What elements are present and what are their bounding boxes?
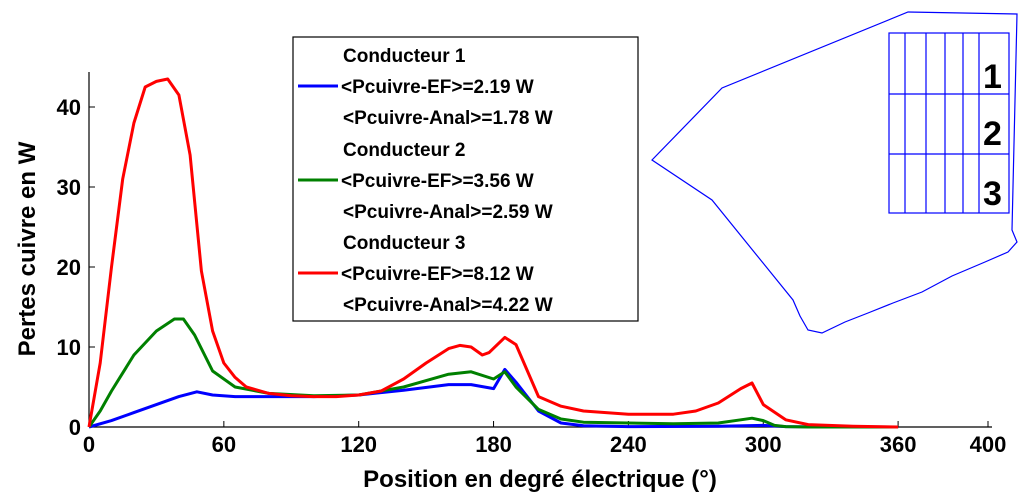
x-tick-label-120: 120 (340, 432, 377, 457)
inset-outline (651, 11, 1018, 334)
legend-box (292, 36, 639, 322)
x-tick-label-300: 300 (745, 432, 782, 457)
legend: Conducteur 1 <Pcuivre-EF>=2.19 W <Pcuivr… (292, 36, 639, 322)
legend-anal-conducteur-1: <Pcuivre-Anal>=1.78 W (343, 108, 553, 129)
x-tick-label-180: 180 (475, 432, 512, 457)
legend-anal-conducteur-2: <Pcuivre-Anal>=2.59 W (343, 202, 553, 223)
x-tick-label-400: 400 (970, 432, 1007, 457)
legend-ef-conducteur-2: <Pcuivre-EF>=3.56 W (341, 171, 534, 192)
legend-ef-conducteur-1: <Pcuivre-EF>=2.19 W (341, 77, 534, 98)
x-tick-labels: 0 60 120 180 240 300 360 400 (83, 432, 1006, 457)
y-tick-label-20: 20 (57, 255, 81, 280)
conductor-grid (888, 32, 1010, 214)
y-axis-title: Pertes cuivre en W (14, 141, 41, 356)
y-tick-label-10: 10 (57, 335, 81, 360)
y-tick-label-0: 0 (69, 415, 81, 440)
x-tick-label-240: 240 (610, 432, 647, 457)
x-tick-label-0: 0 (83, 432, 95, 457)
y-tick-label-30: 30 (57, 175, 81, 200)
y-tick-labels: 0 10 20 30 40 (57, 95, 81, 440)
legend-anal-conducteur-3: <Pcuivre-Anal>=4.22 W (343, 295, 553, 316)
x-tick-label-360: 360 (880, 432, 917, 457)
legend-title-conducteur-2: Conducteur 2 (343, 140, 465, 161)
x-tick-label-60: 60 (212, 432, 236, 457)
slot-label-2: 2 (983, 115, 1002, 153)
slot-label-1: 1 (983, 58, 1002, 96)
series-line-conducteur-2 (87, 317, 899, 429)
x-axis-title: Position en degré électrique (°) (363, 466, 717, 493)
plot-lines (87, 77, 899, 429)
legend-title-conducteur-1: Conducteur 1 (343, 46, 466, 67)
slot-geometry-inset: 1 2 3 (651, 11, 1018, 334)
series-line-conducteur-3 (87, 77, 899, 429)
legend-title-conducteur-3: Conducteur 3 (343, 233, 465, 254)
y-tick-label-40: 40 (57, 95, 81, 120)
series-line-conducteur-1 (88, 367, 899, 429)
legend-ef-conducteur-3: <Pcuivre-EF>=8.12 W (341, 264, 534, 285)
slot-label-3: 3 (983, 175, 1002, 213)
